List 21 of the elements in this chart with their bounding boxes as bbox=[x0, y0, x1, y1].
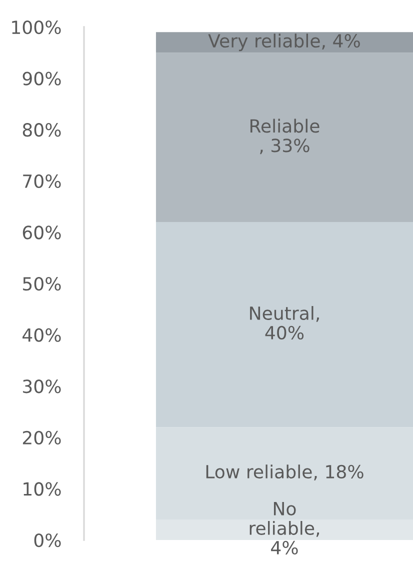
series-label: Reliable bbox=[250, 118, 320, 133]
text: Very reliable, 4% bbox=[208, 34, 360, 52]
y-tick-label: 90% bbox=[22, 72, 61, 86]
text: Low reliable, 18% bbox=[206, 464, 364, 480]
data-label: , 33% bbox=[260, 138, 310, 154]
text: Neutral, bbox=[250, 306, 319, 322]
y-tick-label: 40% bbox=[22, 328, 61, 342]
y-tick-label: 50% bbox=[23, 276, 61, 291]
bar bbox=[156, 52, 413, 222]
y-tick-label: 0% bbox=[34, 533, 61, 548]
y-tick-label: 70% bbox=[23, 174, 61, 188]
y-tick-label: 60% bbox=[22, 226, 61, 240]
bar bbox=[156, 32, 413, 53]
text: No reliable, bbox=[250, 502, 319, 537]
text: 40% bbox=[265, 326, 304, 340]
y-tick-label: 80% bbox=[22, 123, 61, 137]
y-tick-label: 30% bbox=[23, 380, 61, 394]
y-tick-label: 100% bbox=[12, 20, 61, 34]
y-tick-label: 10% bbox=[24, 482, 61, 496]
text: 4% bbox=[271, 540, 298, 555]
y-tick-label: 20% bbox=[22, 430, 61, 445]
